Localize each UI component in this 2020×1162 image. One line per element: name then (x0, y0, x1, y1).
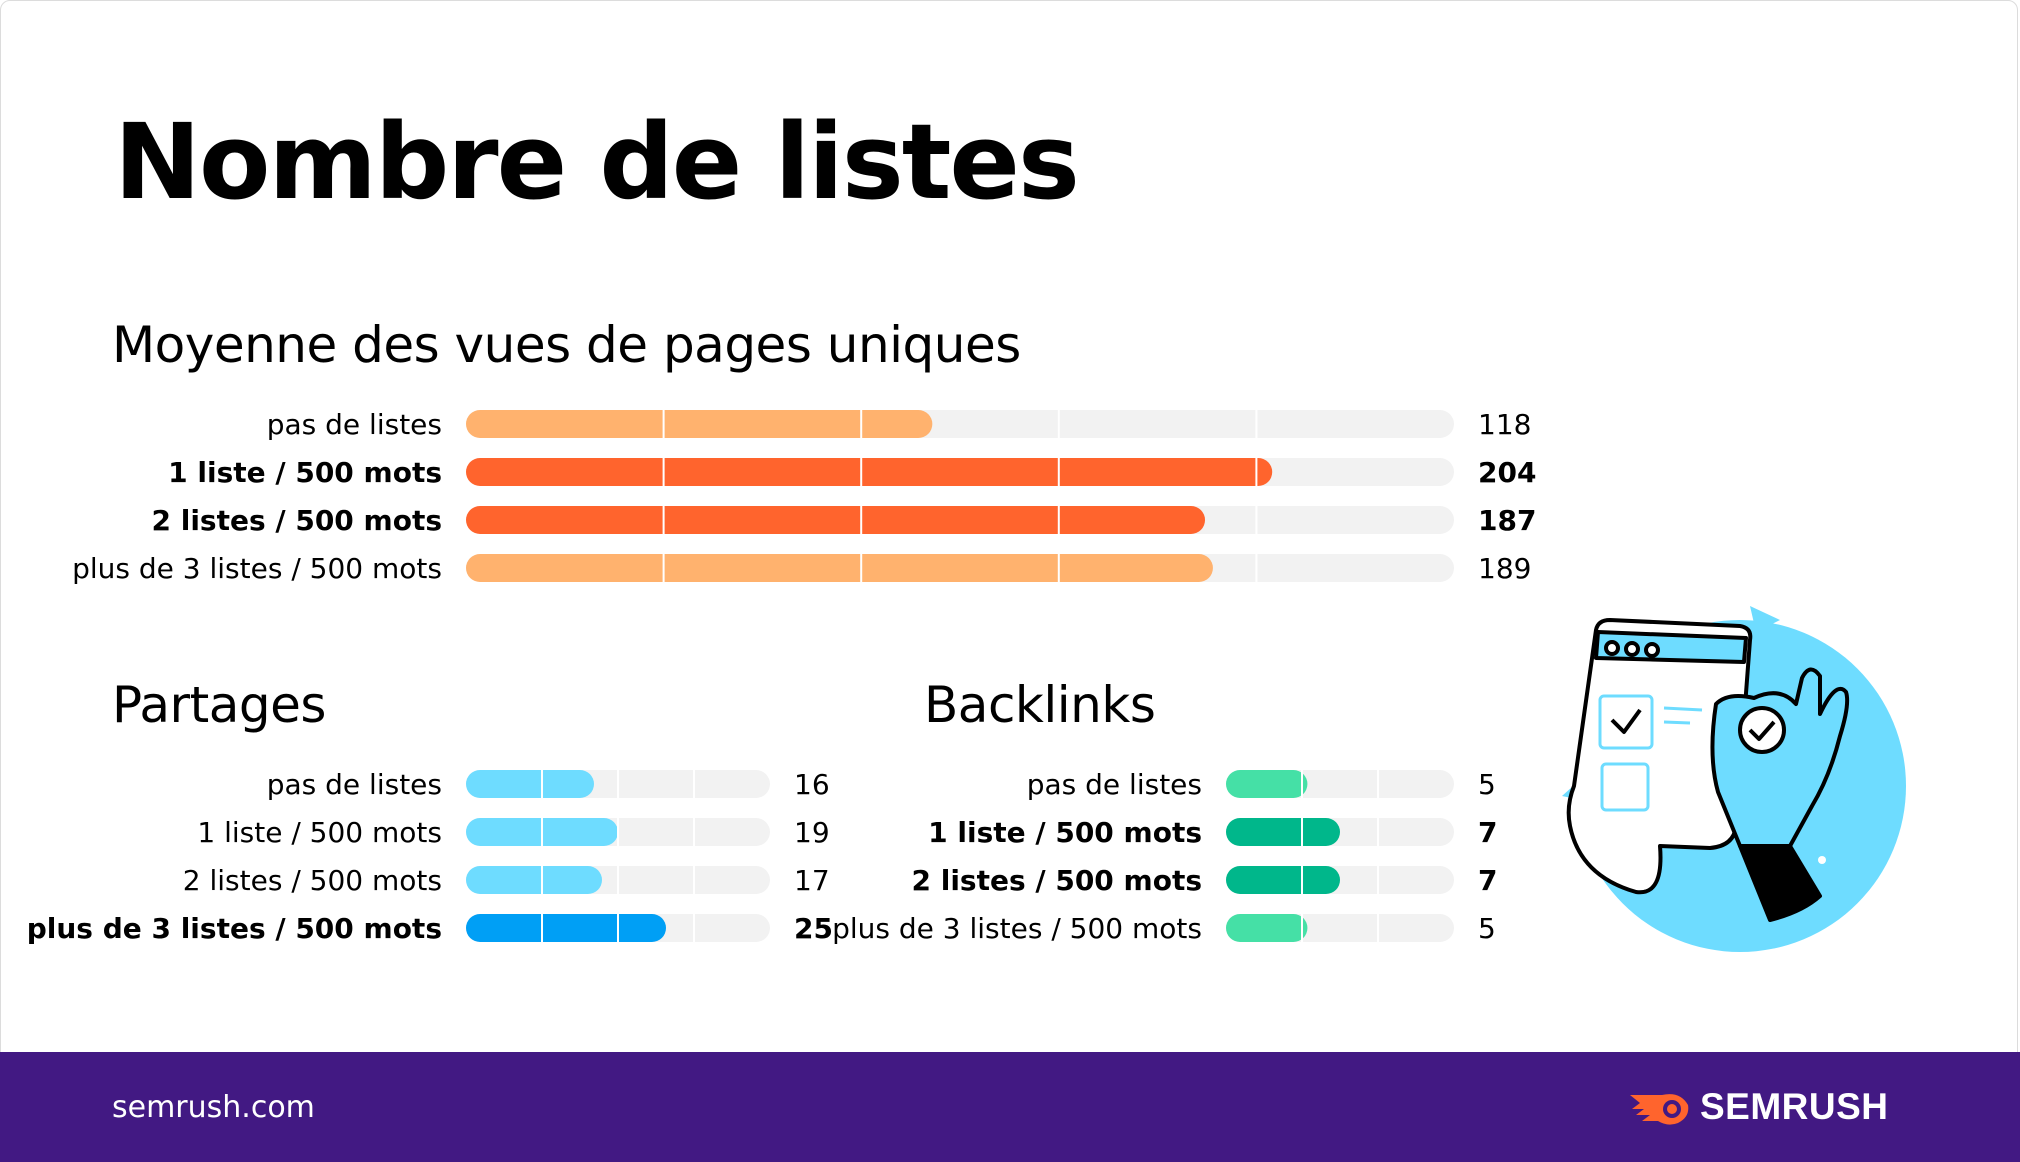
checklist-hand-illustration (1562, 606, 1906, 952)
data-label: 5 (1478, 912, 1496, 945)
bar (466, 506, 1206, 534)
footer-bar: semrush.com SEMRUSH (0, 1052, 2020, 1162)
bar-divider (860, 554, 863, 582)
bar-divider (1057, 506, 1060, 534)
bar-divider (662, 554, 665, 582)
data-label: 7 (1478, 816, 1497, 849)
document-icon (1566, 618, 1753, 895)
bar-divider (1057, 410, 1060, 438)
bar (1226, 770, 1308, 798)
chart-shares: pas de listes 16 1 liste / 500 mots 19 2 lis… (27, 768, 833, 945)
bar-divider (860, 506, 863, 534)
chart-title-pageviews: Moyenne des vues de pages uniques (112, 316, 1021, 374)
bar-divider (693, 770, 695, 798)
category-label: plus de 3 listes / 500 mots (832, 912, 1202, 945)
hand-icon (1710, 667, 1850, 922)
charts-canvas: pas de listes 118 1 liste / 500 mots 204 2 l… (27, 408, 1537, 945)
bar-divider (1377, 770, 1379, 798)
data-label: 118 (1478, 408, 1531, 441)
bar-divider (541, 914, 543, 942)
category-label: pas de listes (267, 408, 442, 441)
bar-divider (617, 914, 619, 942)
bar-divider (541, 866, 543, 894)
category-label: 2 listes / 500 mots (183, 864, 442, 897)
bar-divider (1255, 410, 1258, 438)
bar-divider (541, 770, 543, 798)
semrush-flame-icon (1630, 1094, 1689, 1125)
bar-divider (693, 914, 695, 942)
bar-divider (662, 410, 665, 438)
bar (466, 458, 1273, 486)
data-label: 187 (1478, 504, 1536, 537)
bar-divider (693, 818, 695, 846)
bar (1226, 866, 1340, 894)
bar-divider (617, 770, 619, 798)
bar-divider (1255, 554, 1258, 582)
category-label: plus de 3 listes / 500 mots (27, 912, 442, 945)
bar-divider (1377, 866, 1379, 894)
chart-pageviews: pas de listes 118 1 liste / 500 mots 204 2 l… (72, 408, 1536, 585)
bar-divider (1377, 818, 1379, 846)
bar (1226, 818, 1340, 846)
bar-divider (693, 866, 695, 894)
bar-divider (1057, 554, 1060, 582)
bar (466, 770, 594, 798)
bar (1226, 914, 1308, 942)
category-label: 1 liste / 500 mots (168, 456, 442, 489)
bar-divider (617, 866, 619, 894)
data-label: 16 (794, 768, 830, 801)
category-label: 1 liste / 500 mots (197, 816, 442, 849)
category-label: pas de listes (1027, 768, 1202, 801)
bar-divider (1301, 770, 1303, 798)
category-label: 2 listes / 500 mots (151, 504, 442, 537)
bar-divider (1301, 866, 1303, 894)
bar-divider (617, 818, 619, 846)
data-label: 5 (1478, 768, 1496, 801)
data-label: 7 (1478, 864, 1497, 897)
bar-divider (541, 818, 543, 846)
page-title: Nombre de listes (114, 101, 1080, 223)
bar-divider (1377, 914, 1379, 942)
data-label: 17 (794, 864, 830, 897)
bar (466, 866, 602, 894)
bar-divider (860, 410, 863, 438)
bar-divider (662, 506, 665, 534)
bar (466, 410, 933, 438)
category-label: plus de 3 listes / 500 mots (72, 552, 442, 585)
bar-divider (860, 458, 863, 486)
data-label: 19 (794, 816, 830, 849)
bar-divider (1255, 458, 1258, 486)
category-label: pas de listes (267, 768, 442, 801)
footer-url: semrush.com (112, 1090, 315, 1125)
bar (466, 914, 666, 942)
data-label: 204 (1478, 456, 1536, 489)
chart-backlinks: pas de listes 5 1 liste / 500 mots 7 2 liste… (832, 768, 1497, 945)
data-label: 25 (794, 912, 833, 945)
bar (466, 554, 1213, 582)
bar-divider (1057, 458, 1060, 486)
brand-logo: SEMRUSH (1628, 1082, 1889, 1132)
chart-title-shares: Partages (112, 676, 326, 734)
brand-name: SEMRUSH (1700, 1086, 1889, 1127)
bar-divider (662, 458, 665, 486)
category-label: 2 listes / 500 mots (911, 864, 1202, 897)
chart-title-backlinks: Backlinks (924, 676, 1156, 734)
data-label: 189 (1478, 552, 1531, 585)
bar-divider (1255, 506, 1258, 534)
bar-divider (1301, 914, 1303, 942)
bar-divider (1301, 818, 1303, 846)
category-label: 1 liste / 500 mots (928, 816, 1202, 849)
